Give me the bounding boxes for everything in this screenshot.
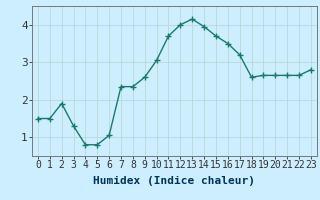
X-axis label: Humidex (Indice chaleur): Humidex (Indice chaleur): [93, 176, 255, 186]
